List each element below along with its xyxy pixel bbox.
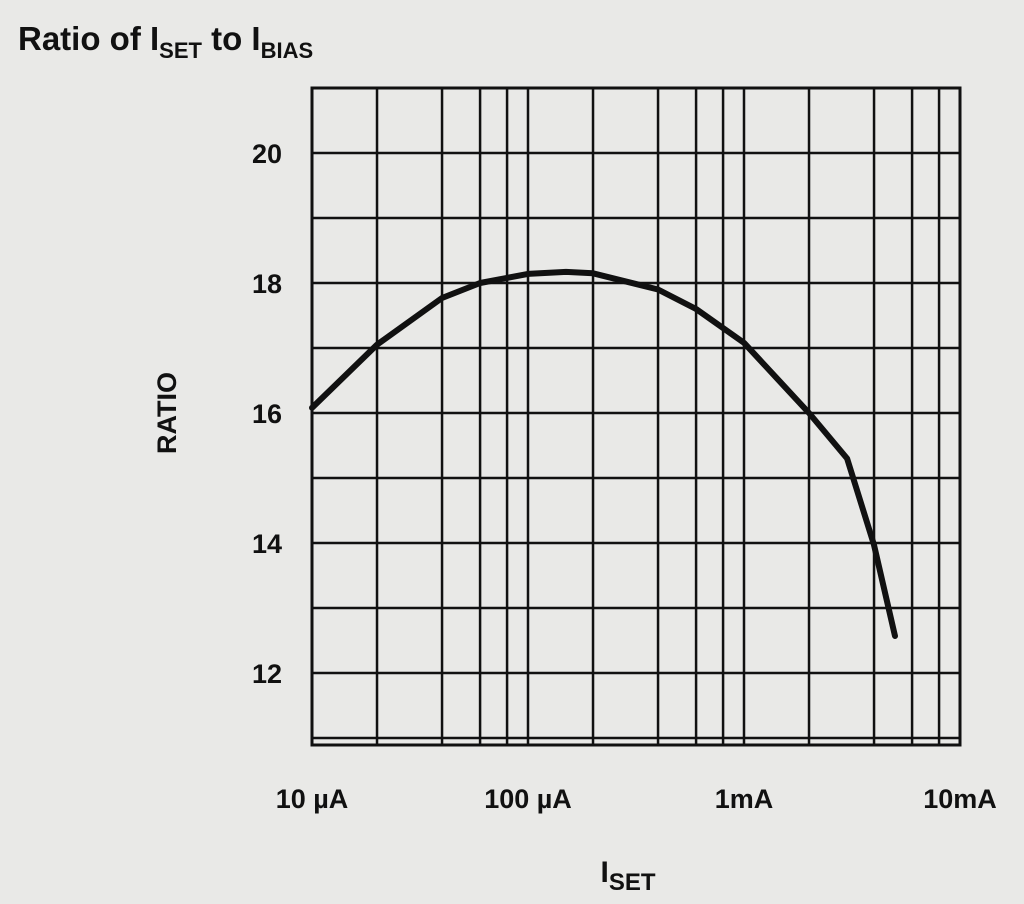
x-tick-label: 10 µA: [276, 784, 349, 814]
data-line: [309, 268, 898, 639]
text-part: to I: [202, 20, 261, 57]
y-tick-label: 12: [252, 659, 282, 689]
text-part: I: [600, 856, 608, 889]
x-tick-label: 1mA: [715, 784, 774, 814]
x-axis-label: ISET: [600, 856, 655, 896]
x-tick-label: 100 µA: [484, 784, 572, 814]
chart-title: Ratio of ISET to IBIAS: [18, 20, 313, 63]
plot-area: [310, 86, 962, 747]
text-part: Ratio of I: [18, 20, 159, 57]
text-part: SET: [609, 869, 656, 896]
y-axis-label: RATIO: [152, 372, 182, 454]
y-tick-label: 16: [252, 399, 282, 429]
x-tick-label: 10mA: [923, 784, 997, 814]
y-tick-label: 14: [252, 529, 282, 559]
y-tick-label: 20: [252, 139, 282, 169]
text-part: BIAS: [261, 38, 314, 63]
y-tick-label: 18: [252, 269, 282, 299]
text-part: SET: [159, 38, 202, 63]
